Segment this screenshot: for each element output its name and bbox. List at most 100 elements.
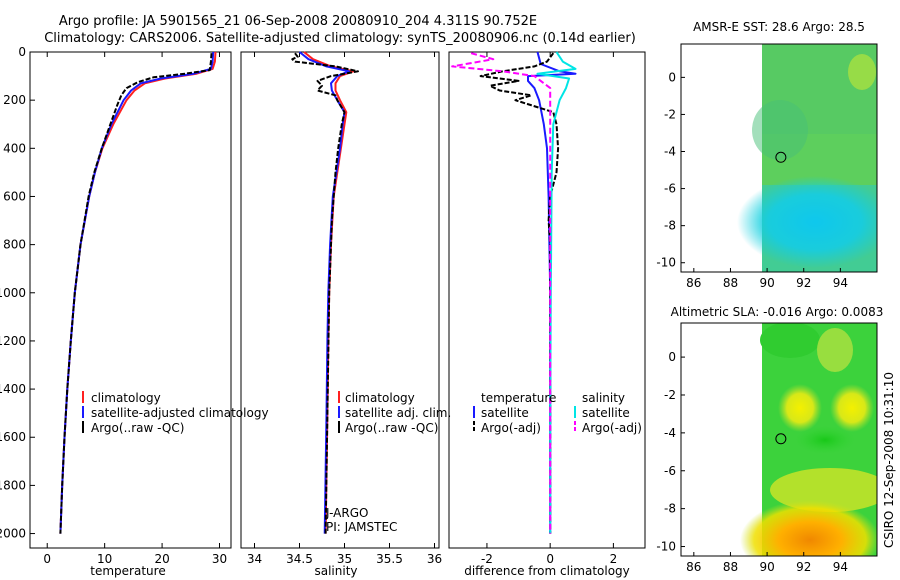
salinity-legend: climatology satellite adj. clim. Argo(..… xyxy=(338,391,451,435)
x-tick-label: 0 xyxy=(546,552,554,566)
difference-plot-frame xyxy=(448,51,646,549)
sla-green-patch xyxy=(795,426,855,454)
csiro-credit: CSIRO 12-Sep-2008 10:31:10 xyxy=(882,372,896,548)
temperature-legend: climatology satellite-adjusted climatolo… xyxy=(82,391,269,435)
map-x-tick-label: 92 xyxy=(796,560,811,574)
series-line-satellite-adjusted xyxy=(59,51,215,534)
map-x-tick-label: 90 xyxy=(759,560,774,574)
sst-map-axes: 86 88 90 92 94 0 -2 -4 -6 -8 -10 xyxy=(656,70,848,290)
legend-label-satellite-adj: satellite adj. clim. xyxy=(345,406,451,420)
sst-heatmap xyxy=(737,44,877,272)
argo-float-marker xyxy=(775,151,787,163)
legend-label-sal-satellite: satellite xyxy=(582,406,630,420)
x-tick-label: 30 xyxy=(212,552,227,566)
legend-title-temperature: temperature xyxy=(481,391,556,405)
difference-xlabel: difference from climatology xyxy=(464,564,630,578)
sla-map-title: Altimetric SLA: -0.016 Argo: 0.0083 xyxy=(671,305,884,319)
y-tick-label: 1400 xyxy=(0,382,26,396)
temperature-series xyxy=(59,51,217,534)
map-x-tick-label: 86 xyxy=(686,276,701,290)
y-tick-label: 1000 xyxy=(0,286,26,300)
x-tick-label: 36 xyxy=(427,552,442,566)
map-y-tick-label: -8 xyxy=(664,219,676,233)
x-tick-label: 35 xyxy=(337,552,352,566)
x-tick-label: 20 xyxy=(154,552,169,566)
temperature-xlabel: temperature xyxy=(90,564,165,578)
sla-map-frame xyxy=(680,322,878,557)
legend-label-temp-satellite: satellite xyxy=(481,406,529,420)
sla-yellow-patch-right xyxy=(830,384,874,432)
map-y-tick-label: 0 xyxy=(668,70,676,84)
x-tick-label: 2 xyxy=(610,552,618,566)
y-tick-label: 1800 xyxy=(0,478,26,492)
salinity-annotation-program: J-ARGO xyxy=(325,506,368,520)
legend-label-temp-argo: Argo(-adj) xyxy=(481,421,541,435)
sla-map-panel: Altimetric SLA: -0.016 Argo: 0.0083 86 88… xyxy=(656,305,884,574)
map-y-tick-label: -4 xyxy=(664,145,676,159)
map-y-tick-label: -2 xyxy=(664,388,676,402)
map-x-tick-label: 92 xyxy=(796,276,811,290)
depth-axis: 0 200 400 600 800 1000 1200 1400 1600 1800 2000 xyxy=(0,45,35,541)
map-x-tick-label: 88 xyxy=(723,560,738,574)
sla-map-axes: 86 88 90 92 94 0 -2 -4 -6 -8 -10 xyxy=(656,350,848,574)
map-x-tick-label: 86 xyxy=(686,560,701,574)
salinity-panel: 34 34.5 35 35.5 36 salinity climatology sate… xyxy=(240,51,451,578)
map-x-tick-label: 94 xyxy=(833,276,848,290)
series-line-argo xyxy=(59,53,213,534)
temperature-x-axis: 0 10 20 30 xyxy=(43,52,227,566)
x-tick-label: 10 xyxy=(97,552,112,566)
x-tick-label: -2 xyxy=(481,552,493,566)
legend-title-salinity: salinity xyxy=(582,391,625,405)
legend-label-sal-argo: Argo(-adj) xyxy=(582,421,642,435)
map-y-tick-label: -10 xyxy=(656,540,676,554)
map-x-tick-label: 94 xyxy=(833,560,848,574)
salinity-annotation-pi: PI: JAMSTEC xyxy=(326,520,397,534)
sla-upper-patch xyxy=(760,323,820,358)
map-x-tick-label: 88 xyxy=(723,276,738,290)
difference-panel: -2 0 2 difference from climatology tempera… xyxy=(448,51,646,578)
difference-x-axis: -2 0 2 xyxy=(481,52,617,566)
sst-map-title: AMSR-E SST: 28.6 Argo: 28.5 xyxy=(693,20,865,34)
salinity-xlabel: salinity xyxy=(314,564,357,578)
sla-heatmap xyxy=(740,323,877,556)
legend-label-argo: Argo(..raw -QC) xyxy=(91,421,184,435)
series-line-sal-argo xyxy=(451,52,552,534)
difference-legend: temperature satellite Argo(-adj) salinit… xyxy=(473,391,642,435)
series-line-argo xyxy=(291,52,359,534)
map-x-tick-label: 90 xyxy=(759,276,774,290)
map-y-tick-label: -6 xyxy=(664,182,676,196)
x-tick-label: 35.5 xyxy=(376,552,403,566)
x-tick-label: 0 xyxy=(43,552,51,566)
salinity-series xyxy=(291,51,359,534)
y-tick-label: 800 xyxy=(3,238,26,252)
map-y-tick-label: -2 xyxy=(664,107,676,121)
map-y-tick-label: -8 xyxy=(664,502,676,516)
sla-warm-anomaly xyxy=(740,500,877,556)
sst-warm-spot xyxy=(848,54,876,90)
y-tick-label: 1200 xyxy=(0,334,26,348)
sst-cool-band xyxy=(762,185,877,272)
argo-float-marker xyxy=(775,433,787,445)
y-tick-label: 0 xyxy=(18,45,26,59)
difference-series xyxy=(451,51,577,534)
y-tick-label: 2000 xyxy=(0,527,26,541)
sst-map-panel: AMSR-E SST: 28.6 Argo: 28.5 86 88 90 92 94 0 -… xyxy=(656,20,878,290)
y-tick-label: 600 xyxy=(3,189,26,203)
legend-label-climatology: climatology xyxy=(345,391,415,405)
x-tick-label: 34.5 xyxy=(286,552,313,566)
map-y-tick-label: -10 xyxy=(656,256,676,270)
series-line-temp-argo xyxy=(479,52,560,534)
sla-yellow-patch-left xyxy=(778,384,822,432)
y-tick-label: 400 xyxy=(3,141,26,155)
sst-cool-anomaly xyxy=(737,176,877,268)
sst-map-frame xyxy=(680,43,878,273)
map-y-tick-label: -4 xyxy=(664,426,676,440)
sla-upper-right-patch xyxy=(817,328,853,372)
y-tick-label: 200 xyxy=(3,93,26,107)
legend-label-satellite-adjusted: satellite-adjusted climatology xyxy=(91,406,269,420)
map-y-tick-label: -6 xyxy=(664,464,676,478)
legend-label-argo: Argo(..raw -QC) xyxy=(345,421,438,435)
sst-mid-patch xyxy=(752,100,808,160)
temperature-panel: 0 200 400 600 800 1000 1200 1400 1600 1800 2000 0 1… xyxy=(0,45,269,578)
